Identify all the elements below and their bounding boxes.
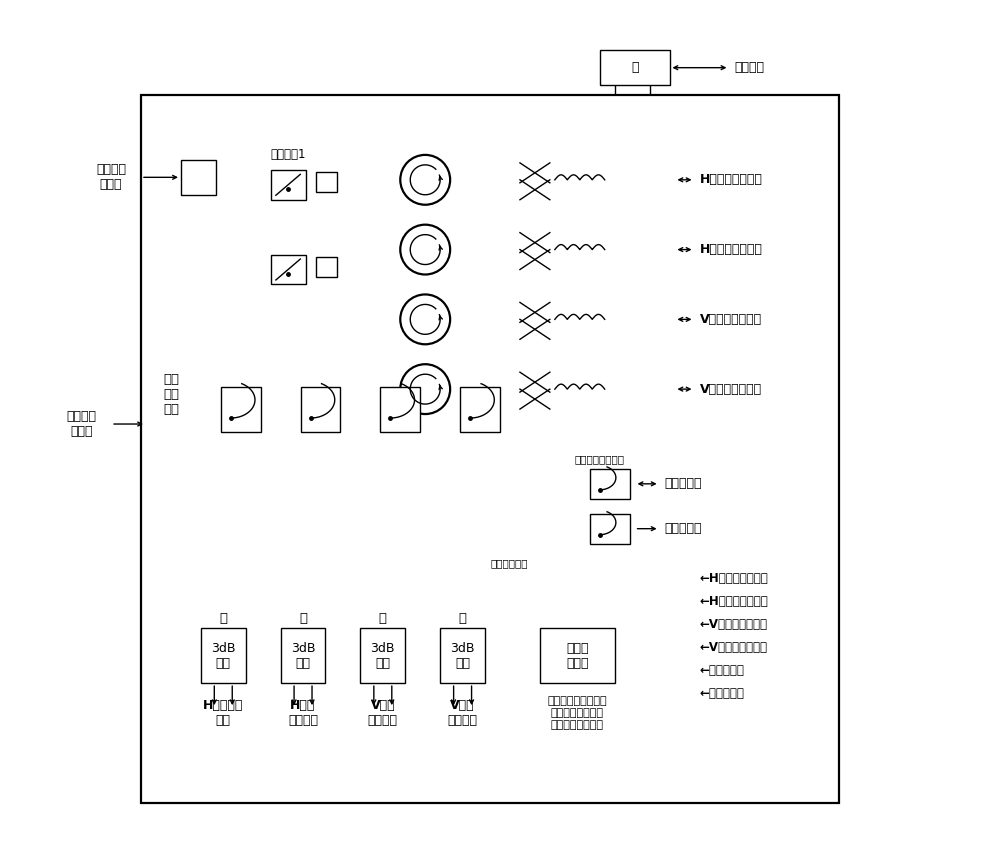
Text: 3dB
电桥: 3dB 电桥 [211,642,236,670]
Text: 极化开关1: 极化开关1 [271,149,306,162]
Bar [271,255,306,284]
Text: 同步接收主: 同步接收主 [665,522,702,535]
Text: 主备电源、使能输入
极化开关控制脉冲
监测信号输出主备: 主备电源、使能输入 极化开关控制脉冲 监测信号输出主备 [547,696,607,730]
Text: H（右
翼）接收: H（右 翼）接收 [288,699,318,727]
Text: 3dB
电桥: 3dB 电桥 [450,642,475,670]
Bar [221,387,261,431]
Text: H（左翼）
接收: H（左翼） 接收 [203,699,243,727]
Bar [600,50,670,86]
Bar [590,469,630,499]
Text: 发射信号
输入备: 发射信号 输入备 [66,410,96,438]
Text: 定标
切换
开关: 定标 切换 开关 [163,372,179,416]
Text: 星表电缆: 星表电缆 [734,61,764,74]
Text: ←H天线备（左翼）: ←H天线备（左翼） [699,572,768,585]
Text: 3dB
电桥: 3dB 电桥 [371,642,395,670]
Text: 电源控
制接口: 电源控 制接口 [566,642,589,670]
Text: H天线主（左翼）: H天线主（左翼） [699,174,762,187]
Text: 备: 备 [459,612,467,625]
Text: 备: 备 [379,612,387,625]
Bar [540,628,615,683]
Text: 备: 备 [631,61,638,74]
Text: ←V天线备（左翼）: ←V天线备（左翼） [699,618,767,631]
Text: ←同步接收备: ←同步接收备 [699,687,744,700]
Bar [440,628,485,683]
Text: ←定标端口备: ←定标端口备 [699,664,744,677]
Bar [316,172,337,192]
Bar [141,95,839,803]
Text: 备: 备 [299,612,307,625]
Bar [316,257,337,276]
Text: 微波组合定标开关: 微波组合定标开关 [575,454,625,464]
Bar [360,628,405,683]
Text: 备: 备 [219,612,227,625]
Text: V（右
翼）接收: V（右 翼）接收 [448,699,478,727]
Text: 定标同步开关: 定标同步开关 [490,558,528,569]
Text: H天线主（右翼）: H天线主（右翼） [699,243,762,256]
Text: V天线主（右翼）: V天线主（右翼） [699,383,762,396]
Bar [271,170,306,200]
Bar [380,387,420,431]
Bar [201,628,246,683]
Bar [181,160,216,194]
Text: ←V天线备（右翼）: ←V天线备（右翼） [699,641,767,654]
Bar [281,628,325,683]
Text: 定标端口主: 定标端口主 [665,477,702,491]
Text: 3dB
电桥: 3dB 电桥 [291,642,315,670]
Text: V（左
翼）接收: V（左 翼）接收 [368,699,398,727]
Text: ←H天线备（右翼）: ←H天线备（右翼） [699,595,768,608]
Text: 发射信号
输入主: 发射信号 输入主 [96,163,126,191]
Bar [460,387,500,431]
Bar [301,387,340,431]
Text: V天线主（左翼）: V天线主（左翼） [699,313,762,326]
Bar [590,514,630,543]
